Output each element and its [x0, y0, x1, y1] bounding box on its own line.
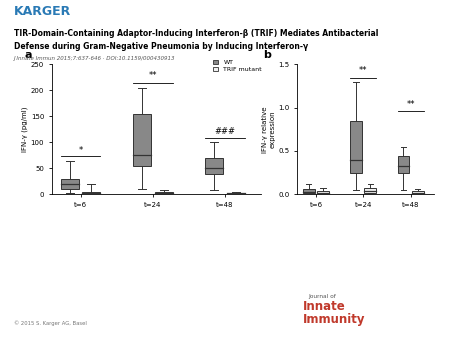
Bar [350, 121, 362, 173]
Text: Innate
Immunity: Innate Immunity [302, 300, 365, 326]
Text: Defense during Gram-Negative Pneumonia by Inducing Interferon-γ: Defense during Gram-Negative Pneumonia b… [14, 42, 308, 51]
Text: b: b [263, 50, 270, 60]
Y-axis label: IFN-γ (pg/ml): IFN-γ (pg/ml) [21, 106, 28, 152]
Bar [61, 179, 79, 189]
Text: **: ** [406, 100, 415, 109]
Bar [317, 191, 329, 193]
Text: **: ** [148, 71, 157, 80]
Bar [397, 156, 410, 173]
Text: *: * [78, 146, 83, 155]
Y-axis label: IFN-γ relative
expression: IFN-γ relative expression [262, 106, 275, 152]
Text: a: a [25, 50, 32, 60]
Bar [154, 192, 173, 194]
Text: **: ** [359, 66, 368, 75]
Bar [412, 191, 423, 193]
Bar [133, 114, 151, 166]
Text: TIR-Domain-Containing Adaptor-Inducing Interferon-β (TRIF) Mediates Antibacteria: TIR-Domain-Containing Adaptor-Inducing I… [14, 29, 378, 38]
Text: J Innate Immun 2015;7:637-646 · DOI:10.1159/000430913: J Innate Immun 2015;7:637-646 · DOI:10.1… [14, 56, 175, 61]
Bar [303, 189, 315, 193]
Text: ###: ### [214, 127, 235, 136]
Bar [205, 158, 223, 173]
Bar [227, 193, 245, 194]
Legend: WT, TRIF mutant: WT, TRIF mutant [213, 59, 262, 72]
Text: KARGER: KARGER [14, 5, 71, 18]
Text: © 2015 S. Karger AG, Basel: © 2015 S. Karger AG, Basel [14, 320, 86, 326]
Bar [82, 192, 100, 194]
Bar [364, 188, 376, 193]
Text: Journal of: Journal of [308, 294, 336, 299]
